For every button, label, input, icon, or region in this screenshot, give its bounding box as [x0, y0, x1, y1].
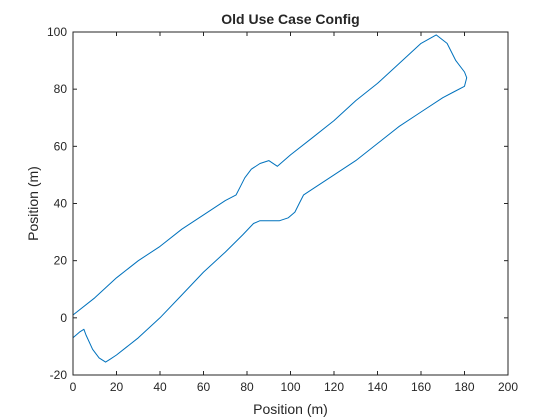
x-tick-label: 0 [70, 380, 77, 394]
y-tick-label: 20 [54, 254, 68, 268]
y-tick-label: 40 [54, 197, 68, 211]
y-tick-label: 0 [60, 311, 67, 325]
y-tick-label: -20 [50, 368, 68, 382]
y-axis-ticks: -20 0 20 40 60 80 100 [47, 25, 508, 382]
x-tick-label: 80 [240, 380, 254, 394]
plot-area [73, 32, 508, 375]
y-tick-label: 60 [54, 139, 68, 153]
x-tick-label: 40 [153, 380, 167, 394]
x-tick-label: 100 [280, 380, 300, 394]
x-tick-label: 160 [411, 380, 431, 394]
series-line-1 [72, 34, 468, 363]
series-layer [72, 34, 468, 363]
y-axis-label: Position (m) [25, 166, 41, 241]
x-tick-label: 180 [454, 380, 474, 394]
y-tick-label: 80 [54, 82, 68, 96]
y-tick-label: 100 [47, 25, 67, 39]
x-axis-label: Position (m) [253, 401, 328, 417]
x-tick-label: 120 [324, 380, 344, 394]
x-tick-label: 200 [498, 380, 518, 394]
x-axis-ticks: 0 20 40 60 80 100 120 140 160 180 200 [70, 32, 518, 394]
chart-title: Old Use Case Config [221, 11, 359, 27]
x-tick-label: 20 [110, 380, 124, 394]
x-tick-label: 140 [367, 380, 387, 394]
x-tick-label: 60 [197, 380, 211, 394]
